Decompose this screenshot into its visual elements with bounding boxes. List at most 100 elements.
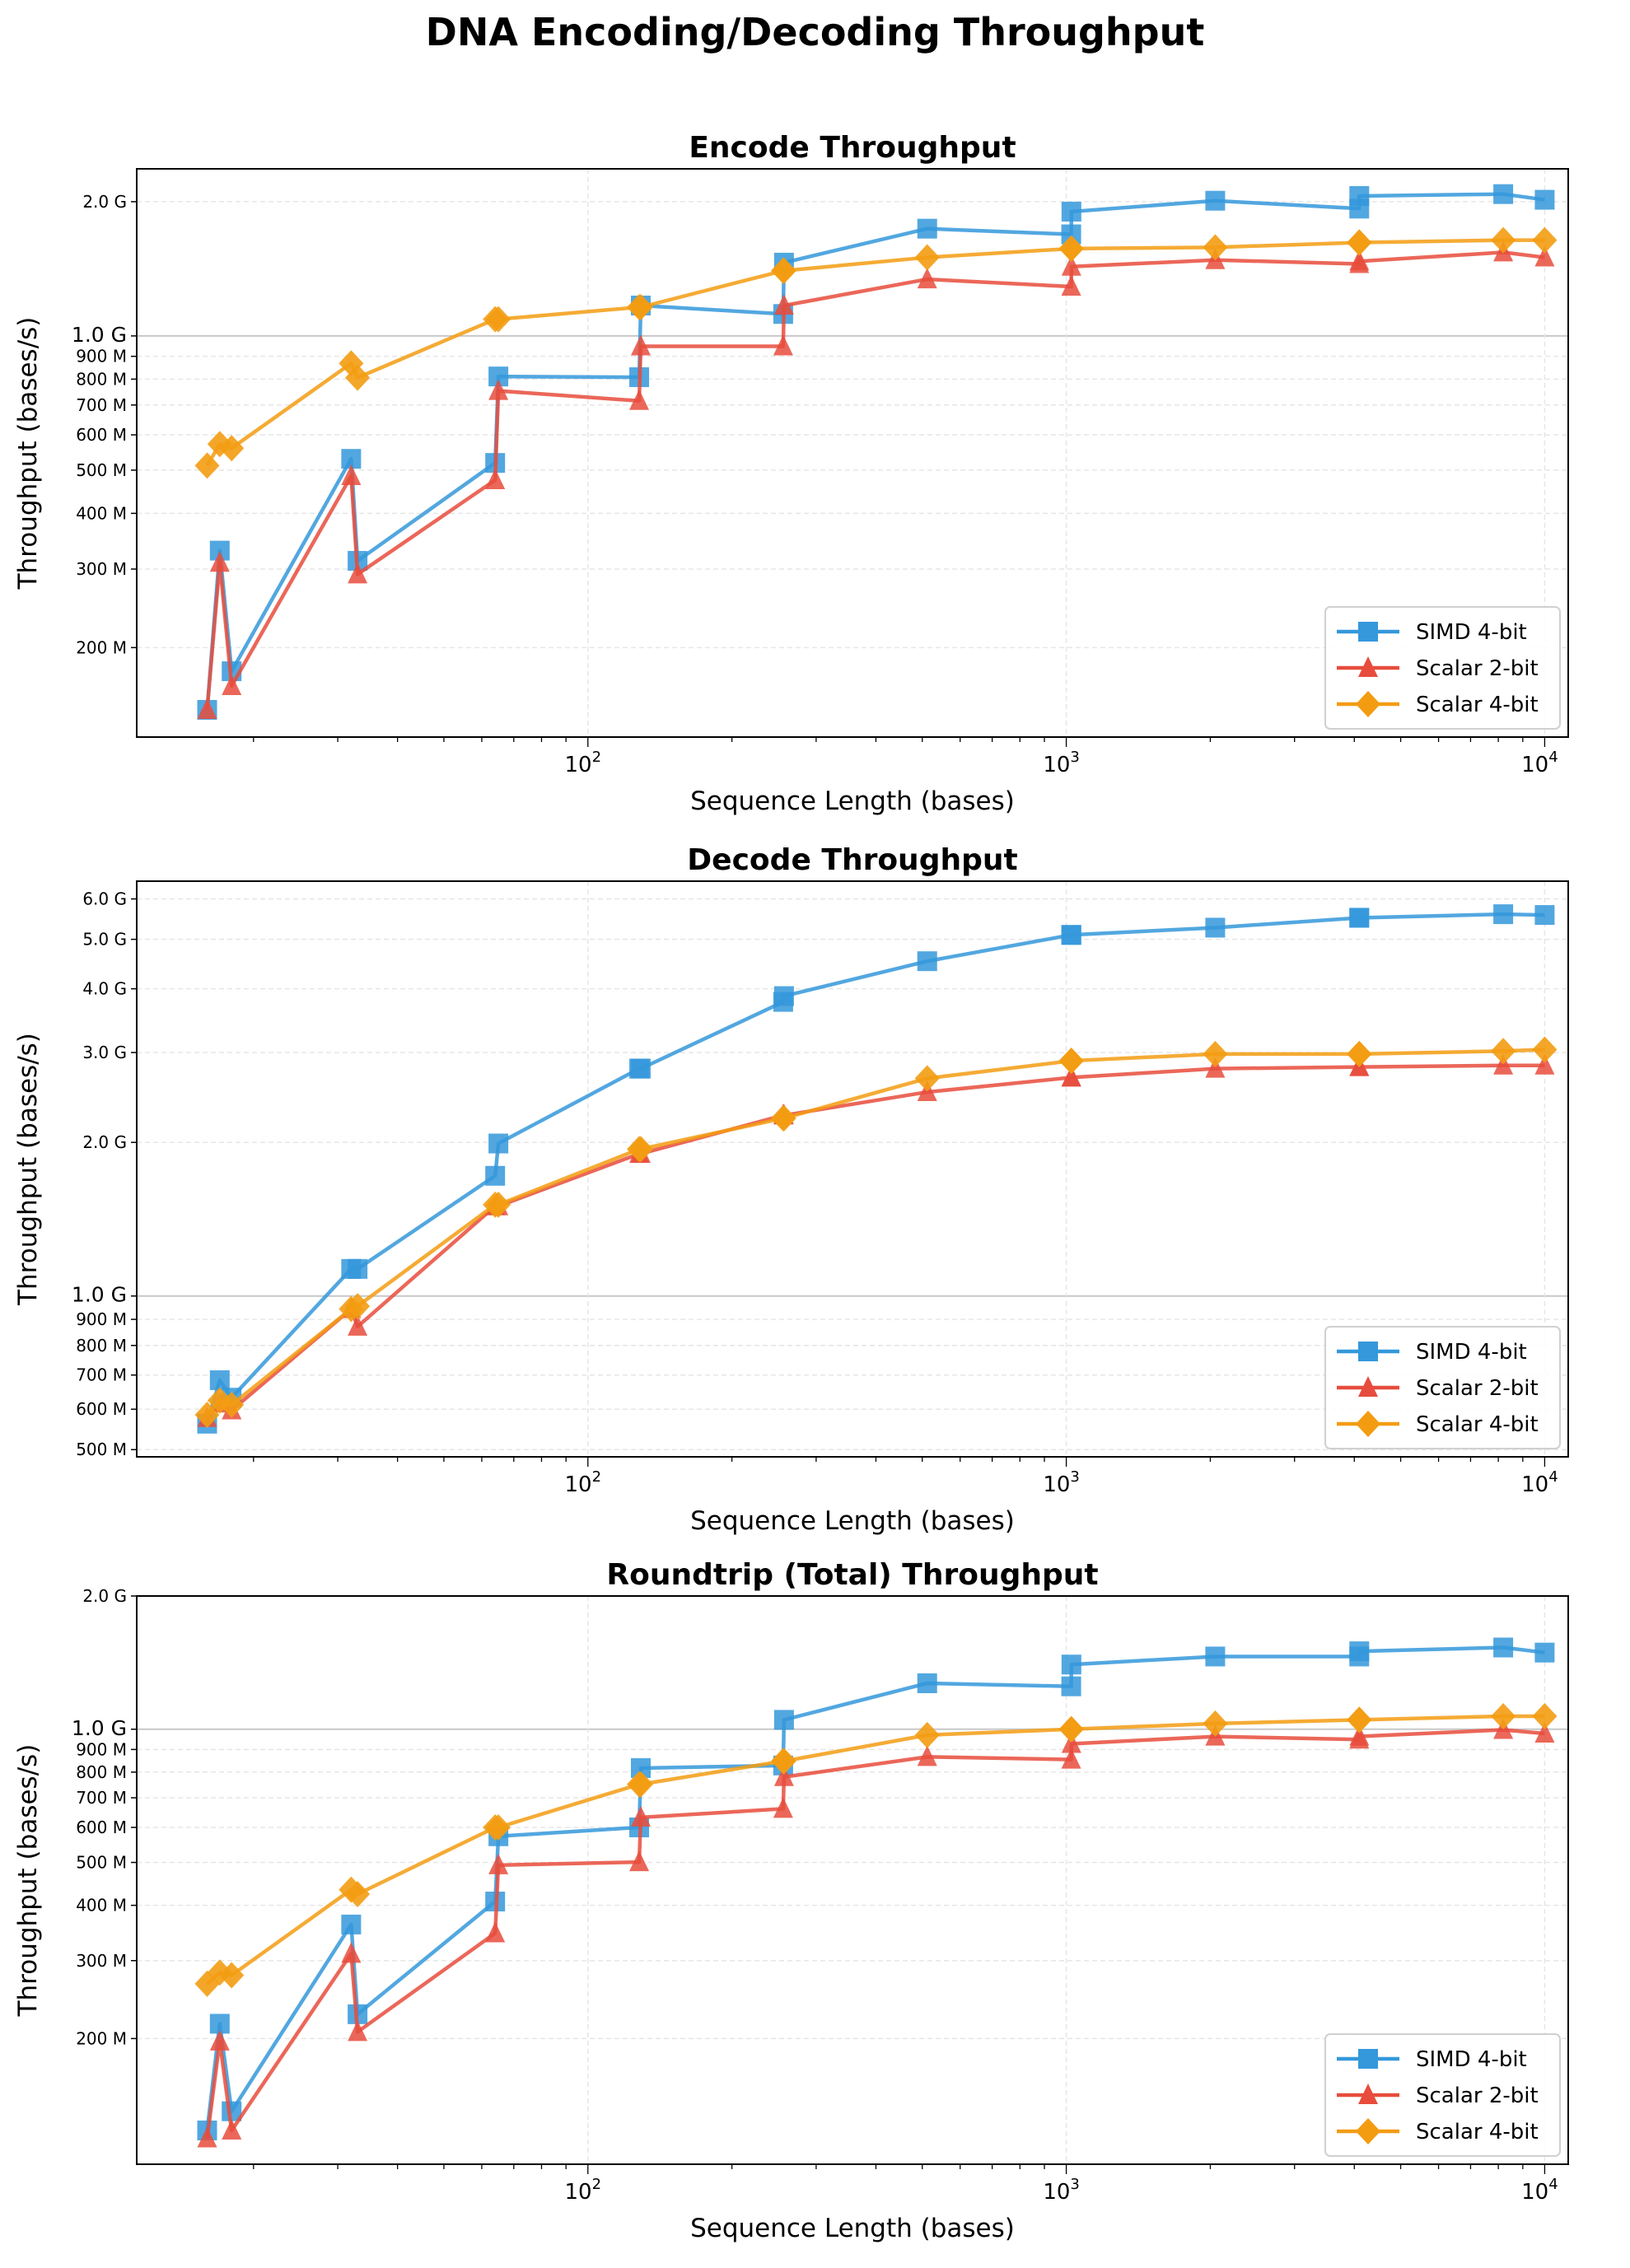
data-point-triangle [629,1850,650,1872]
data-point-diamond [1491,1702,1516,1729]
data-point-square [631,1058,652,1079]
x-tick-base: 10 [1521,1472,1548,1497]
data-point-square [917,218,937,239]
y-axis-label: Throughput (bases/s) [13,317,43,590]
data-point-diamond [194,1970,220,1997]
data-point-diamond [628,294,654,321]
legend-item: Scalar 4-bit [1337,1411,1539,1437]
data-point-square [341,1914,362,1934]
y-tick-label: 1.0 G [72,323,127,347]
y-tick-label: 500 M [76,1440,127,1459]
data-point-square [773,986,794,1006]
data-point-square [1061,925,1081,945]
data-point-square [1061,201,1081,222]
legend-label: SIMD 4-bit [1416,1340,1527,1365]
y-tick-label: 1.0 G [72,1283,127,1307]
x-tick-exponent: 3 [1070,2176,1079,2193]
y-tick-label: 500 M [76,460,127,480]
x-tick-base: 10 [564,1472,591,1497]
data-point-triangle [1534,1721,1555,1743]
data-point-triangle [1061,1732,1081,1753]
y-tick-label: 500 M [76,1853,127,1873]
y-tick-label: 2.0 G [82,192,127,212]
data-point-triangle [209,2029,230,2051]
data-point-diamond [628,1136,654,1163]
x-tick-label: 102 [564,1468,601,1497]
legend-item: SIMD 4-bit [1337,2047,1527,2072]
data-point-square [773,1710,794,1730]
legend-item: SIMD 4-bit [1337,1340,1527,1365]
data-point-square [1205,1646,1226,1667]
x-tick-label: 104 [1521,2176,1558,2205]
y-tick-label: 700 M [76,395,127,415]
x-axis-label: Sequence Length (bases) [690,786,1015,816]
legend-label: SIMD 4-bit [1416,620,1527,645]
data-point-diamond [628,1771,654,1798]
data-point-diamond [345,1881,371,1908]
series-scalar-4-bit [194,1702,1558,1997]
subplot-1: 200 M 300 M 400 M 500 M 600 M 700 M 800 M 900 M… [13,131,1569,816]
x-tick-base: 10 [564,2180,591,2205]
legend-label: Scalar 4-bit [1416,2120,1539,2144]
data-point-triangle [773,293,794,315]
data-point-square [348,1258,368,1279]
legend: SIMD 4-bit Scalar 2-bit Scalar 4-bit [1324,606,1561,730]
data-point-triangle [917,268,937,289]
data-point-triangle [1534,245,1555,267]
x-tick-exponent: 2 [592,2176,601,2193]
legend-square-icon [1358,622,1378,642]
data-point-diamond [219,435,245,462]
data-point-triangle [341,1942,362,1963]
y-tick-label: 4.0 G [82,979,127,999]
data-point-diamond [1203,1710,1228,1737]
x-tick-label: 103 [1043,1468,1080,1497]
legend-label: Scalar 2-bit [1416,656,1539,681]
legend: SIMD 4-bit Scalar 2-bit Scalar 4-bit [1324,2033,1561,2157]
data-point-triangle [348,2020,368,2042]
data-point-diamond [1203,234,1228,261]
data-point-triangle [1349,1724,1370,1746]
legend: SIMD 4-bit Scalar 2-bit Scalar 4-bit [1324,1326,1561,1449]
data-point-diamond [1532,1036,1558,1063]
legend-triangle-icon [1358,1376,1378,1397]
legend-label: Scalar 2-bit [1416,2084,1539,2108]
data-point-square [917,951,937,972]
y-tick-label: 900 M [76,347,127,366]
axes-frame [136,1595,1569,2165]
x-tick-base: 10 [1521,2180,1548,2205]
data-point-diamond [1058,1715,1084,1743]
axes-frame [136,880,1569,1458]
data-point-square [485,1165,506,1186]
data-point-triangle [1061,1748,1081,1769]
data-point-triangle [209,551,230,572]
x-tick-label: 103 [1043,749,1080,777]
y-tick-label: 900 M [76,1309,127,1329]
data-point-diamond [914,1065,940,1092]
data-point-diamond [486,1813,511,1841]
data-point-triangle [348,562,368,584]
data-point-triangle [1061,1066,1081,1087]
legend-item: Scalar 4-bit [1337,2118,1539,2144]
y-tick-label: 800 M [76,1336,127,1356]
y-tick-label: 2.0 G [82,1586,127,1606]
data-point-triangle [222,2118,242,2140]
data-point-diamond [345,364,371,391]
series-scalar-4-bit [194,1036,1558,1428]
data-point-square [1205,917,1226,938]
data-point-triangle [629,389,650,410]
data-point-diamond [914,244,940,271]
x-tick-base: 10 [1043,1472,1070,1497]
x-tick-label: 102 [564,749,601,777]
data-point-square [1493,904,1514,925]
data-point-diamond [1532,1702,1558,1729]
y-axis-label: Throughput (bases/s) [13,1033,43,1306]
data-point-diamond [1347,1706,1372,1734]
axes-frame [136,168,1569,738]
data-point-diamond [1347,229,1372,256]
y-tick-label: 700 M [76,1365,127,1385]
legend-label: Scalar 2-bit [1416,1376,1539,1401]
data-point-square [1534,189,1555,210]
data-point-diamond [1058,1048,1084,1075]
y-tick-label: 900 M [76,1739,127,1759]
legend-item: Scalar 2-bit [1337,656,1539,681]
